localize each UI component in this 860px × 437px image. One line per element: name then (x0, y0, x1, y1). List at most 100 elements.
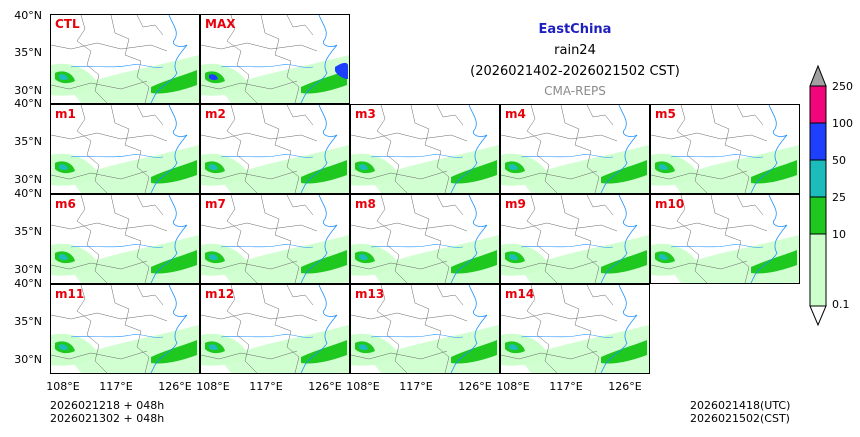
province-border (136, 285, 164, 306)
province-border (260, 285, 300, 373)
coastline (300, 15, 338, 103)
province-border (286, 285, 314, 306)
colorbar-tick: 50 (832, 154, 846, 167)
province-border (201, 312, 318, 322)
map-m12 (201, 285, 349, 373)
colorbar-tick: 25 (832, 191, 846, 204)
province-border (286, 105, 314, 126)
panel-m9: m9 (500, 194, 650, 284)
colorbar (809, 64, 827, 327)
colorbar-segment (809, 159, 827, 198)
lat-label: 35°N (14, 135, 42, 148)
rain-heavy-area (209, 164, 218, 171)
province-border (410, 105, 450, 193)
province-border (110, 105, 150, 193)
lon-label: 117°E (399, 380, 433, 393)
province-border (201, 170, 298, 180)
province-border (526, 105, 558, 193)
coastline (150, 285, 188, 373)
panel-label: m8 (355, 197, 376, 211)
panel-m10: m10 (650, 194, 800, 284)
map-max (201, 15, 349, 103)
lat-label: 35°N (14, 315, 42, 328)
province-border (286, 195, 314, 216)
map-m5 (651, 105, 799, 193)
rain-moderate-area (151, 70, 197, 94)
province-border (526, 285, 558, 373)
province-border (436, 285, 464, 306)
lat-label: 40°N (14, 9, 42, 22)
province-border (76, 15, 108, 103)
province-border (736, 195, 764, 216)
panel-label: m14 (505, 287, 535, 301)
province-border (376, 105, 408, 193)
province-border (51, 312, 168, 322)
rain-heavy-area (359, 254, 368, 261)
coastline (300, 195, 338, 283)
lon-label: 126°E (308, 380, 342, 393)
rain-moderate-area (301, 340, 347, 364)
colorbar-segment (809, 196, 827, 235)
panel-m3: m3 (350, 104, 500, 194)
lon-label: 108°E (46, 380, 80, 393)
rain-moderate-area (601, 250, 647, 274)
province-border (201, 132, 318, 142)
rain-moderate-area (451, 340, 497, 364)
panel-label: m9 (505, 197, 526, 211)
panel-label: m4 (505, 107, 526, 121)
lat-label: 35°N (14, 46, 42, 59)
map-m2 (201, 105, 349, 193)
panel-m1: m1 (50, 104, 200, 194)
init-time-cst: 2026021302 + 048h (50, 412, 165, 425)
valid-time-cst: 2026021502(CST) (690, 412, 790, 425)
province-border (351, 350, 448, 360)
province-border (110, 15, 150, 103)
map-m13 (351, 285, 499, 373)
panel-label: m1 (55, 107, 76, 121)
province-border (201, 222, 318, 232)
panel-m12: m12 (200, 284, 350, 374)
lon-label: 108°E (196, 380, 230, 393)
province-border (351, 260, 448, 270)
rain-heavy-area (59, 254, 68, 261)
panel-m6: m6 (50, 194, 200, 284)
rain-moderate-area (151, 250, 197, 274)
colorbar-segment (809, 122, 827, 161)
panel-label: m12 (205, 287, 235, 301)
coastline (750, 195, 788, 283)
colorbar-tick: 10 (832, 228, 846, 241)
province-border (560, 105, 600, 193)
panel-label: m10 (655, 197, 685, 211)
coastline (300, 105, 338, 193)
panel-m13: m13 (350, 284, 500, 374)
panel-label: m3 (355, 107, 376, 121)
rain-moderate-area (151, 160, 197, 184)
coastline (300, 285, 338, 373)
panel-m8: m8 (350, 194, 500, 284)
panel-m2: m2 (200, 104, 350, 194)
province-border (351, 132, 468, 142)
province-border (51, 132, 168, 142)
map-m4 (501, 105, 649, 193)
map-m11 (51, 285, 199, 373)
rain-heavy-area (59, 74, 68, 81)
lon-label: 126°E (458, 380, 492, 393)
rain-moderate-area (301, 250, 347, 274)
province-border (560, 195, 600, 283)
lat-label: 40°N (14, 277, 42, 290)
rain-heavy-area (335, 62, 348, 79)
province-border (51, 350, 148, 360)
rain-heavy-area (659, 254, 668, 261)
province-border (351, 222, 468, 232)
province-border (110, 195, 150, 283)
province-border (351, 312, 468, 322)
rain-heavy-area (509, 164, 518, 171)
province-border (710, 195, 750, 283)
province-border (286, 15, 314, 36)
map-m10 (651, 195, 799, 283)
rain-moderate-area (451, 250, 497, 274)
province-border (260, 15, 300, 103)
province-border (501, 222, 618, 232)
lon-label: 117°E (549, 380, 583, 393)
